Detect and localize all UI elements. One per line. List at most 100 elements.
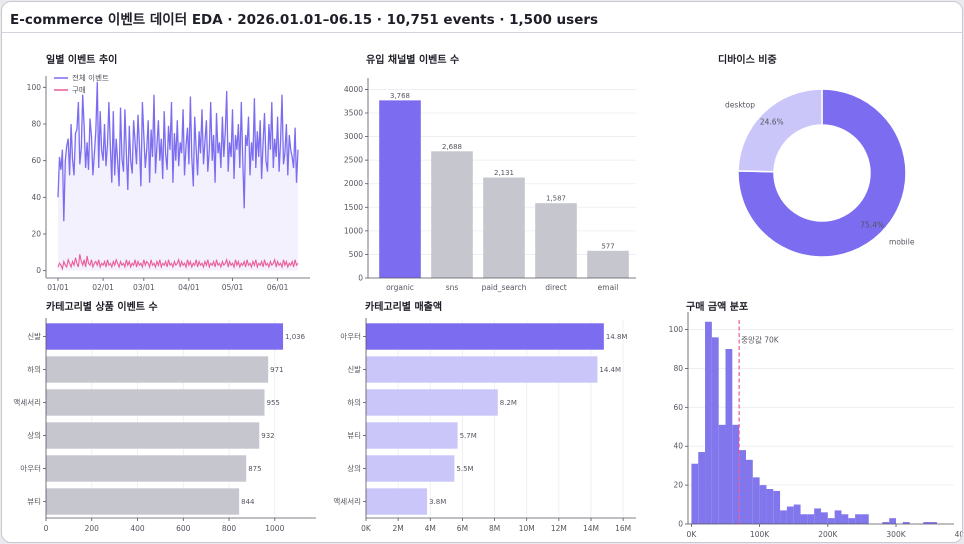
daily-xtick-label: 02/01 xyxy=(92,283,114,292)
daily-ytick-label: 0 xyxy=(36,266,41,275)
channel-ytick-label: 1500 xyxy=(344,203,363,212)
hist-median-label: 중앙값 70K xyxy=(741,334,780,344)
category-revenue-ytick-label: 신발 xyxy=(347,365,361,374)
category-revenue-value-label: 14.4M xyxy=(599,366,621,374)
channel-value-label: 2,131 xyxy=(494,169,514,177)
hist-bar xyxy=(711,337,719,524)
category-revenue-bar xyxy=(366,488,428,515)
channel-ytick-label: 3000 xyxy=(344,132,363,141)
daily-events-chart: 일별 이벤트 추이 0 20 40 60 80 100 01/01 02/01 03/01 04/… xyxy=(27,53,310,292)
hist-bar xyxy=(855,514,862,524)
page-title: E-commerce 이벤트 데이터 EDA · 2026.01.01–06.1… xyxy=(10,12,599,28)
category-events-bar xyxy=(46,389,265,416)
daily-xtick-label: 05/01 xyxy=(222,283,244,292)
hist-bar xyxy=(745,459,753,524)
hist-bar xyxy=(698,452,706,524)
channel-bar xyxy=(431,151,473,278)
channel-ytick-label: 0 xyxy=(358,274,363,283)
hist-xtick-label: 300K xyxy=(886,530,906,539)
category-events-chart: 카테고리별 상품 이벤트 수 0 200 400 600 800 1000 1,036 신발 9… xyxy=(13,300,316,533)
category-events-ytick-label: 신발 xyxy=(27,332,41,341)
channel-xtick-label: paid_search xyxy=(482,283,527,292)
header-divider xyxy=(2,32,962,33)
hist-bar xyxy=(793,504,801,524)
legend-total-label: 전체 이벤트 xyxy=(72,73,109,83)
category-revenue-xtick-label: 4M xyxy=(425,524,436,533)
category-events-bar xyxy=(46,356,269,383)
category-events-value-label: 1,036 xyxy=(285,333,306,341)
category-events-xtick-label: 600 xyxy=(176,524,191,533)
channel-bar xyxy=(483,177,525,278)
channel-xtick-label: organic xyxy=(386,283,414,292)
category-events-ytick-label: 아우터 xyxy=(20,463,41,473)
category-events-xtick-label: 0 xyxy=(44,524,49,533)
category-revenue-ytick-label: 하의 xyxy=(347,397,361,407)
category-events-ytick-label: 뷰티 xyxy=(27,497,41,506)
category-revenue-xtick-label: 2M xyxy=(393,524,404,533)
purchase-hist-title: 구매 금액 분포 xyxy=(686,300,748,313)
hist-bar xyxy=(902,522,910,524)
category-revenue-value-label: 14.8M xyxy=(606,333,628,341)
hist-ytick-label: 40 xyxy=(673,442,683,451)
category-revenue-value-label: 5.5M xyxy=(456,465,473,473)
hist-bar xyxy=(800,514,808,524)
channel-value-label: 1,587 xyxy=(546,195,566,203)
category-revenue-xtick-label: 16M xyxy=(615,524,631,533)
category-events-bar xyxy=(46,455,247,482)
hist-bar xyxy=(814,508,821,524)
daily-ytick-label: 60 xyxy=(31,156,41,165)
category-events-xtick-label: 1000 xyxy=(265,524,284,533)
daily-total-line xyxy=(57,81,299,222)
channel-value-label: 577 xyxy=(601,242,614,250)
category-revenue-value-label: 3.8M xyxy=(429,498,446,506)
daily-ytick-label: 40 xyxy=(31,193,41,202)
daily-xtick-label: 04/01 xyxy=(178,283,200,292)
channel-ytick-label: 500 xyxy=(349,250,364,259)
category-revenue-chart: 카테고리별 매출액 0K 2M 4M 6M 8M 10M 12M 14M 16M 14.8M 아우터… xyxy=(333,300,636,533)
hist-bar xyxy=(807,514,815,524)
daily-purchase-line xyxy=(57,254,299,271)
hist-bar xyxy=(841,514,849,524)
hist-bar xyxy=(759,485,767,524)
daily-chart-title: 일별 이벤트 추이 xyxy=(46,53,117,66)
channel-xtick-label: direct xyxy=(545,283,567,292)
hist-bar xyxy=(732,424,740,524)
category-events-xtick-label: 800 xyxy=(222,524,237,533)
hist-bar xyxy=(718,424,726,524)
category-events-xtick-label: 200 xyxy=(85,524,100,533)
hist-bar xyxy=(786,506,794,524)
daily-ytick-label: 100 xyxy=(27,83,42,92)
category-revenue-bar xyxy=(366,389,498,416)
hist-bar xyxy=(882,522,890,524)
category-events-ytick-label: 상의 xyxy=(27,430,41,440)
channel-chart-title: 유입 채널별 이벤트 수 xyxy=(366,53,459,66)
channel-ytick-label: 2500 xyxy=(344,156,363,165)
category-revenue-ytick-label: 액세서리 xyxy=(333,496,361,506)
category-revenue-ytick-label: 상의 xyxy=(347,463,361,473)
hist-bar xyxy=(780,510,787,524)
hist-bar xyxy=(725,349,733,524)
category-events-value-label: 875 xyxy=(248,465,261,473)
category-events-value-label: 971 xyxy=(270,366,283,374)
category-revenue-xtick-label: 10M xyxy=(519,524,535,533)
device-pct-label: 24.6% xyxy=(760,117,784,126)
daily-ytick-label: 20 xyxy=(31,230,41,239)
hist-bar xyxy=(752,477,760,524)
daily-xtick-label: 06/01 xyxy=(267,283,289,292)
category-events-value-label: 932 xyxy=(261,432,274,440)
channel-ytick-label: 4000 xyxy=(344,85,363,94)
hist-ytick-label: 100 xyxy=(669,325,684,334)
hist-ytick-label: 80 xyxy=(673,364,683,373)
device-donut-chart: 디바이스 비중 75.4% mobile 24.6% desktop xyxy=(718,53,915,258)
daily-ytick-label: 80 xyxy=(31,120,41,129)
channel-value-label: 2,688 xyxy=(442,143,462,151)
category-events-xtick-label: 400 xyxy=(130,524,145,533)
channel-ytick-label: 3500 xyxy=(344,109,363,118)
device-name-label: mobile xyxy=(889,238,915,247)
category-revenue-bar xyxy=(366,323,604,350)
hist-xtick-label: 100K xyxy=(750,530,770,539)
hist-bar xyxy=(834,510,842,524)
category-revenue-xtick-label: 14M xyxy=(583,524,599,533)
category-revenue-value-label: 8.2M xyxy=(500,399,517,407)
device-pct-label: 75.4% xyxy=(860,221,884,230)
